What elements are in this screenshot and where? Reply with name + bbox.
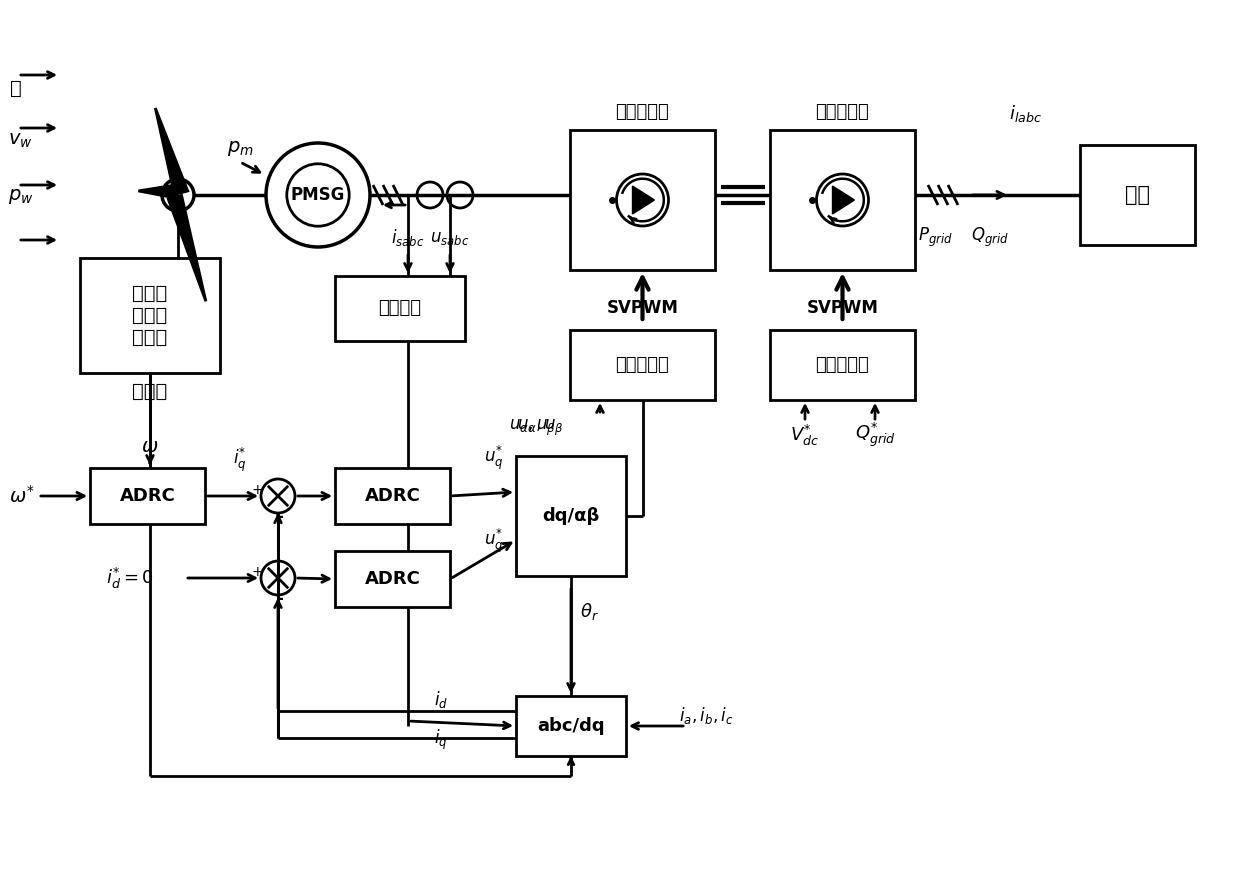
Text: abc/dq: abc/dq: [538, 717, 605, 735]
Text: $i_a,i_b,i_c$: $i_a,i_b,i_c$: [679, 705, 733, 726]
Polygon shape: [833, 186, 855, 214]
Text: $p_w$: $p_w$: [7, 186, 33, 205]
Text: $i_q$: $i_q$: [434, 728, 447, 753]
Text: ADRC: ADRC: [119, 487, 176, 505]
Text: $p_m$: $p_m$: [227, 138, 254, 157]
Text: $u_{sabc}$: $u_{sabc}$: [430, 229, 470, 247]
Text: 风力机: 风力机: [133, 381, 167, 400]
Text: $u_q^{*}$: $u_q^{*}$: [484, 527, 504, 555]
Text: ADRC: ADRC: [364, 570, 420, 588]
Bar: [515, 456, 626, 576]
Text: $i_d$: $i_d$: [434, 689, 449, 710]
Text: $u_q^{*}$: $u_q^{*}$: [484, 444, 504, 472]
Text: 功率计算: 功率计算: [378, 300, 421, 317]
Text: dq/αβ: dq/αβ: [543, 507, 600, 525]
Bar: [90, 468, 204, 524]
Text: $Q_{grid}^{*}$: $Q_{grid}^{*}$: [855, 420, 896, 449]
Polygon shape: [632, 186, 654, 214]
Text: $i_q^{*}$: $i_q^{*}$: [233, 446, 247, 475]
Text: $i_{sabc}$: $i_{sabc}$: [392, 227, 425, 248]
Text: +: +: [252, 565, 263, 579]
Text: $v_w$: $v_w$: [7, 130, 32, 149]
Polygon shape: [138, 183, 180, 200]
Bar: [335, 468, 450, 524]
Bar: [570, 330, 715, 400]
Text: ADRC: ADRC: [364, 487, 420, 505]
Bar: [515, 696, 626, 756]
Text: $\omega^{*}$: $\omega^{*}$: [9, 485, 35, 507]
Text: SVPWM: SVPWM: [807, 299, 878, 317]
Text: PMSG: PMSG: [291, 186, 346, 204]
Text: $P_{grid}$: $P_{grid}$: [918, 225, 953, 248]
Bar: [769, 130, 914, 270]
Bar: [81, 258, 221, 373]
Text: $i_{labc}$: $i_{labc}$: [1009, 102, 1042, 123]
Text: $Q_{grid}$: $Q_{grid}$: [971, 225, 1009, 248]
Polygon shape: [166, 194, 207, 302]
Text: $\omega$: $\omega$: [141, 436, 159, 455]
Text: 转子位
置和速
度检测: 转子位 置和速 度检测: [133, 284, 167, 347]
Text: $\theta_r$: $\theta_r$: [580, 600, 598, 621]
Text: 机侧控制器: 机侧控制器: [616, 356, 669, 374]
Bar: [769, 330, 914, 400]
Text: 风: 风: [10, 79, 22, 98]
Text: -: -: [276, 508, 284, 526]
Text: 机侧换流器: 机侧换流器: [616, 103, 669, 121]
Bar: [1080, 145, 1194, 245]
Text: 网侧换流器: 网侧换流器: [815, 103, 870, 121]
Text: 网侧控制器: 网侧控制器: [815, 356, 870, 374]
Text: $u_{\alpha},u_{\beta}$: $u_{\alpha},u_{\beta}$: [508, 418, 555, 438]
Text: $u_{\alpha},u_{\beta}$: $u_{\alpha},u_{\beta}$: [517, 418, 564, 438]
Text: -: -: [276, 590, 284, 608]
Bar: [335, 551, 450, 607]
Text: $i_d^{*}=0$: $i_d^{*}=0$: [107, 565, 154, 591]
Text: 电网: 电网: [1125, 185, 1150, 205]
Text: $V_{dc}^{*}$: $V_{dc}^{*}$: [790, 422, 819, 447]
Bar: [570, 130, 715, 270]
Text: +: +: [252, 483, 263, 497]
Bar: [335, 276, 465, 341]
Text: SVPWM: SVPWM: [607, 299, 679, 317]
Polygon shape: [154, 108, 190, 197]
